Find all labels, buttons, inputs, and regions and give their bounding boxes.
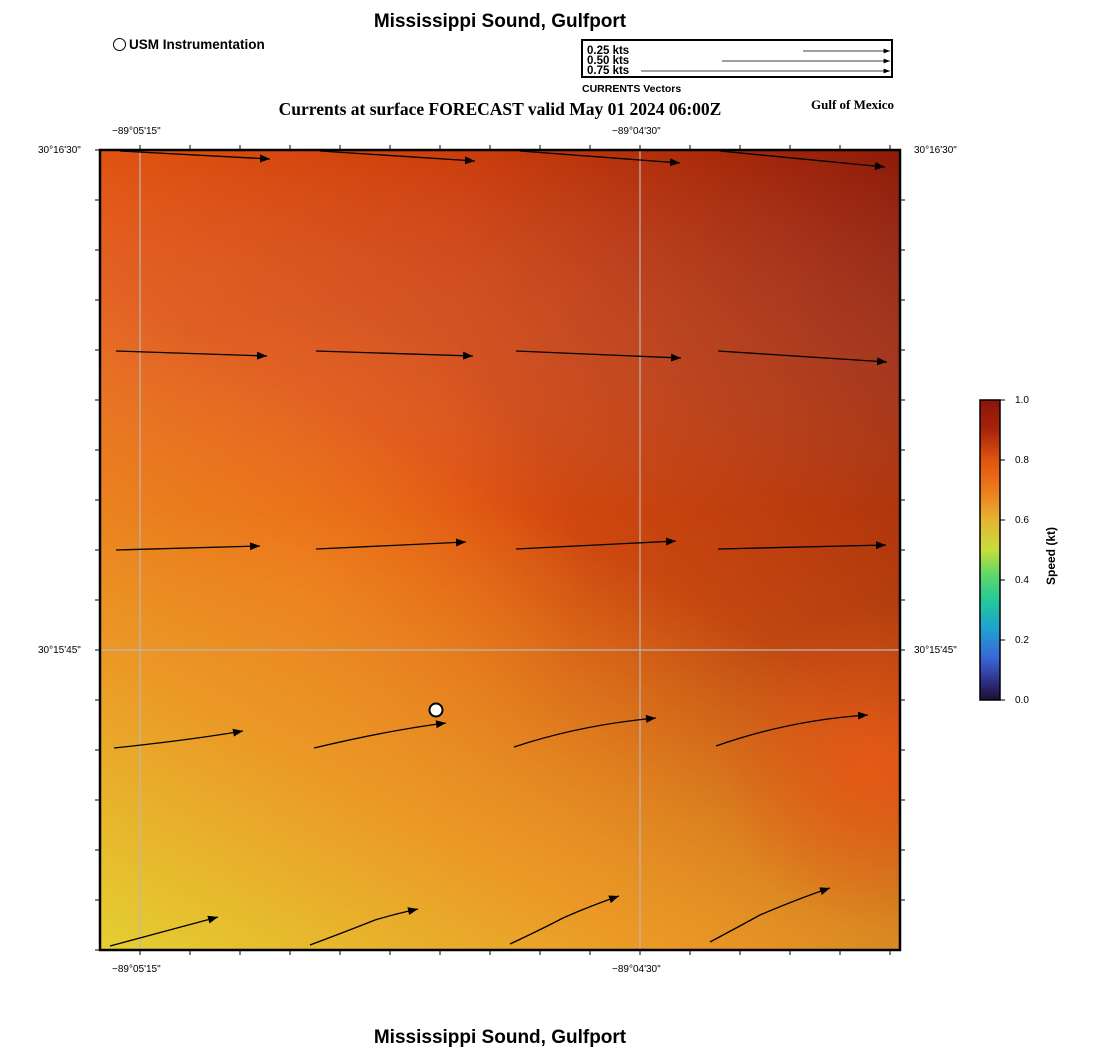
lat-tick-right-1: 30°16'30" <box>914 145 957 156</box>
lat-tick-left-1: 30°16'30" <box>38 145 81 156</box>
vector-r2-c4 <box>717 350 888 366</box>
usm-station-marker[interactable] <box>428 702 444 718</box>
vector-r2-c1 <box>115 350 268 360</box>
region-label: Gulf of Mexico <box>811 97 895 112</box>
vector-r3-c1 <box>115 542 261 551</box>
lon-tick-bottom-2: −89°04'30" <box>612 964 661 975</box>
vector-r5-c4 <box>709 887 831 943</box>
vector-legend-arrows <box>641 48 890 74</box>
vector-legend-label-1: 0.25 kts <box>587 45 630 57</box>
vector-r5-c3 <box>509 895 620 945</box>
colorbar-tick-3: 0.6 <box>1015 515 1029 526</box>
lon-tick-bottom-1: −89°05'15" <box>112 964 161 975</box>
vector-r2-c3 <box>515 350 682 362</box>
colorbar-tick-1: 1.0 <box>1015 395 1029 406</box>
lon-tick-top-1: −89°05'15" <box>112 126 161 137</box>
station-marker-icon <box>113 38 126 51</box>
colorbar-title: Speed (kt) <box>1044 526 1058 585</box>
vector-r5-c2 <box>309 907 419 946</box>
lon-tick-top-2: −89°04'30" <box>612 126 661 137</box>
colorbar-tick-2: 0.8 <box>1015 455 1029 466</box>
colorbar-tick-4: 0.4 <box>1015 575 1029 586</box>
lat-tick-right-2: 30°15'45" <box>914 645 957 656</box>
lat-tick-left-2: 30°15'45" <box>38 645 81 656</box>
vector-r4-c4 <box>715 711 869 747</box>
colorbar-tick-5: 0.2 <box>1015 635 1029 646</box>
map-bottom-title: Mississippi Sound, Gulfport <box>373 1027 627 1048</box>
vector-r4-c3 <box>513 714 657 748</box>
colorbar-tick-6: 0.0 <box>1015 695 1029 706</box>
frame-ticks <box>95 145 905 955</box>
colorbar-gradient <box>979 399 1001 701</box>
vector-r3-c4 <box>717 541 887 550</box>
station-legend-label: USM Instrumentation <box>129 37 265 52</box>
vector-r5-c1 <box>109 915 219 947</box>
speed-field-southeast <box>100 150 900 950</box>
vector-r1-c1 <box>119 150 271 163</box>
map-title: Mississippi Sound, Gulfport <box>373 11 627 32</box>
vector-r4-c2 <box>313 720 447 749</box>
vector-r1-c4 <box>719 150 886 171</box>
vector-r4-c1 <box>113 728 244 749</box>
vector-r3-c2 <box>315 538 467 550</box>
vector-r2-c2 <box>315 350 474 360</box>
vector-legend-label-2: 0.50 kts <box>587 55 630 67</box>
vector-legend-box: 0.25 kts 0.50 kts 0.75 kts <box>581 39 893 78</box>
vector-r1-c2 <box>319 150 476 165</box>
current-vectors <box>109 150 888 947</box>
vector-r1-c3 <box>519 150 681 167</box>
forecast-subtitle: Currents at surface FORECAST valid May 0… <box>278 99 722 119</box>
vector-legend-caption: CURRENTS Vectors <box>582 83 682 95</box>
speed-colorbar <box>979 399 1005 701</box>
vector-legend-label-3: 0.75 kts <box>587 65 630 77</box>
current-speed-map[interactable] <box>94 144 908 956</box>
colorbar-ticks <box>1000 399 1005 701</box>
station-legend: USM Instrumentation <box>113 37 265 52</box>
vector-r3-c3 <box>515 537 677 550</box>
